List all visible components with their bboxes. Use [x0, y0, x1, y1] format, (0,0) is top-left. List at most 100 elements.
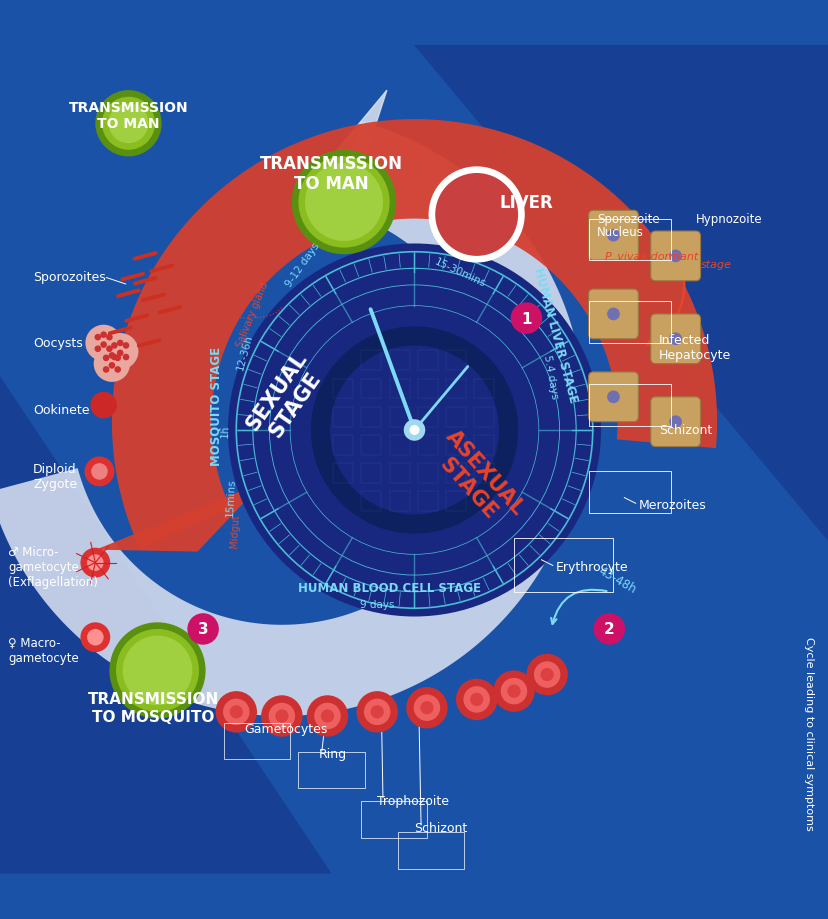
FancyBboxPatch shape [588, 211, 638, 261]
Text: TRANSMISSION
TO MOSQUITO: TRANSMISSION TO MOSQUITO [88, 692, 219, 724]
Circle shape [593, 614, 624, 645]
Circle shape [493, 671, 534, 712]
Bar [445, 407, 465, 427]
Bar [417, 492, 437, 512]
Text: 2: 2 [604, 622, 614, 637]
Bar [349, 171, 354, 211]
Polygon shape [328, 91, 387, 248]
Bar [445, 436, 465, 455]
Bar [389, 407, 409, 427]
Bar [341, 171, 346, 211]
Circle shape [370, 706, 383, 719]
Text: 9-12 days: 9-12 days [283, 241, 321, 289]
Circle shape [428, 167, 524, 263]
Circle shape [261, 696, 302, 737]
Text: 12-36h: 12-36h [234, 333, 254, 371]
Circle shape [215, 691, 257, 732]
Text: Cycle leading to clinical symptoms: Cycle leading to clinical symptoms [803, 636, 813, 830]
Bar [319, 171, 324, 211]
Polygon shape [0, 122, 584, 716]
Circle shape [469, 693, 483, 707]
Bar [361, 492, 381, 512]
Bar [333, 380, 353, 399]
Circle shape [187, 614, 219, 645]
Bar [474, 436, 493, 455]
Bar [298, 752, 364, 789]
Bar [474, 407, 493, 427]
Bar [389, 351, 409, 371]
Circle shape [103, 367, 109, 373]
Text: ASEXUAL
STAGE: ASEXUAL STAGE [424, 426, 528, 535]
Circle shape [117, 350, 123, 357]
Text: stage: stage [700, 260, 730, 270]
Circle shape [80, 623, 110, 652]
Circle shape [606, 230, 619, 243]
Text: P. vivax dormant: P. vivax dormant [604, 252, 697, 262]
Text: Trophozoite: Trophozoite [377, 794, 449, 807]
Text: Schizont: Schizont [658, 424, 711, 437]
Polygon shape [99, 484, 261, 551]
Circle shape [291, 151, 396, 255]
Circle shape [526, 654, 567, 696]
Bar [360, 801, 426, 838]
Circle shape [455, 679, 497, 720]
Text: TRANSMISSION
TO MAN: TRANSMISSION TO MAN [260, 154, 402, 193]
Bar [389, 436, 409, 455]
Bar [513, 539, 613, 592]
Circle shape [363, 698, 390, 725]
Bar [378, 171, 383, 211]
Text: 5.4 days: 5.4 days [542, 354, 560, 400]
Circle shape [103, 355, 109, 362]
Bar [361, 464, 381, 483]
Circle shape [108, 104, 148, 144]
Bar [224, 723, 290, 759]
FancyBboxPatch shape [0, 45, 828, 874]
Circle shape [403, 420, 425, 441]
Circle shape [87, 630, 104, 646]
Circle shape [310, 327, 518, 534]
Circle shape [100, 332, 107, 338]
Circle shape [668, 416, 681, 428]
Text: 9 days: 9 days [359, 599, 394, 609]
Circle shape [229, 706, 243, 719]
Text: 3: 3 [198, 622, 208, 637]
Bar [361, 436, 381, 455]
Text: TRANSMISSION
TO MAN: TRANSMISSION TO MAN [69, 101, 188, 130]
Circle shape [123, 636, 192, 706]
Circle shape [668, 333, 681, 346]
Text: 1h: 1h [220, 424, 230, 437]
Text: Ring: Ring [319, 747, 347, 760]
Circle shape [90, 392, 117, 419]
Circle shape [406, 687, 447, 729]
Text: SEXUAL
STAGE: SEXUAL STAGE [242, 347, 330, 447]
Circle shape [413, 695, 440, 721]
Bar [389, 464, 409, 483]
Circle shape [106, 335, 113, 341]
Bar [445, 351, 465, 371]
Text: ♀ Macro-
gametocyte: ♀ Macro- gametocyte [8, 636, 79, 664]
Polygon shape [414, 45, 828, 542]
Bar [445, 492, 465, 512]
Bar [445, 380, 465, 399]
Circle shape [109, 623, 205, 719]
Text: Ookinete: Ookinete [33, 403, 89, 416]
Circle shape [420, 701, 433, 715]
Circle shape [298, 157, 389, 248]
Polygon shape [112, 120, 716, 550]
Bar [474, 464, 493, 483]
Text: Infected
Hepatocyte: Infected Hepatocyte [658, 334, 730, 362]
Bar [588, 302, 671, 344]
Circle shape [223, 698, 249, 725]
FancyBboxPatch shape [650, 232, 700, 281]
Text: Diploid
Zygote: Diploid Zygote [33, 462, 77, 490]
Circle shape [507, 685, 520, 698]
Circle shape [606, 391, 619, 403]
Bar [474, 380, 493, 399]
Bar [588, 472, 671, 514]
Circle shape [510, 303, 542, 335]
Circle shape [409, 425, 419, 436]
Circle shape [108, 363, 115, 369]
Bar [389, 492, 409, 512]
Circle shape [91, 464, 108, 481]
Circle shape [435, 174, 518, 256]
